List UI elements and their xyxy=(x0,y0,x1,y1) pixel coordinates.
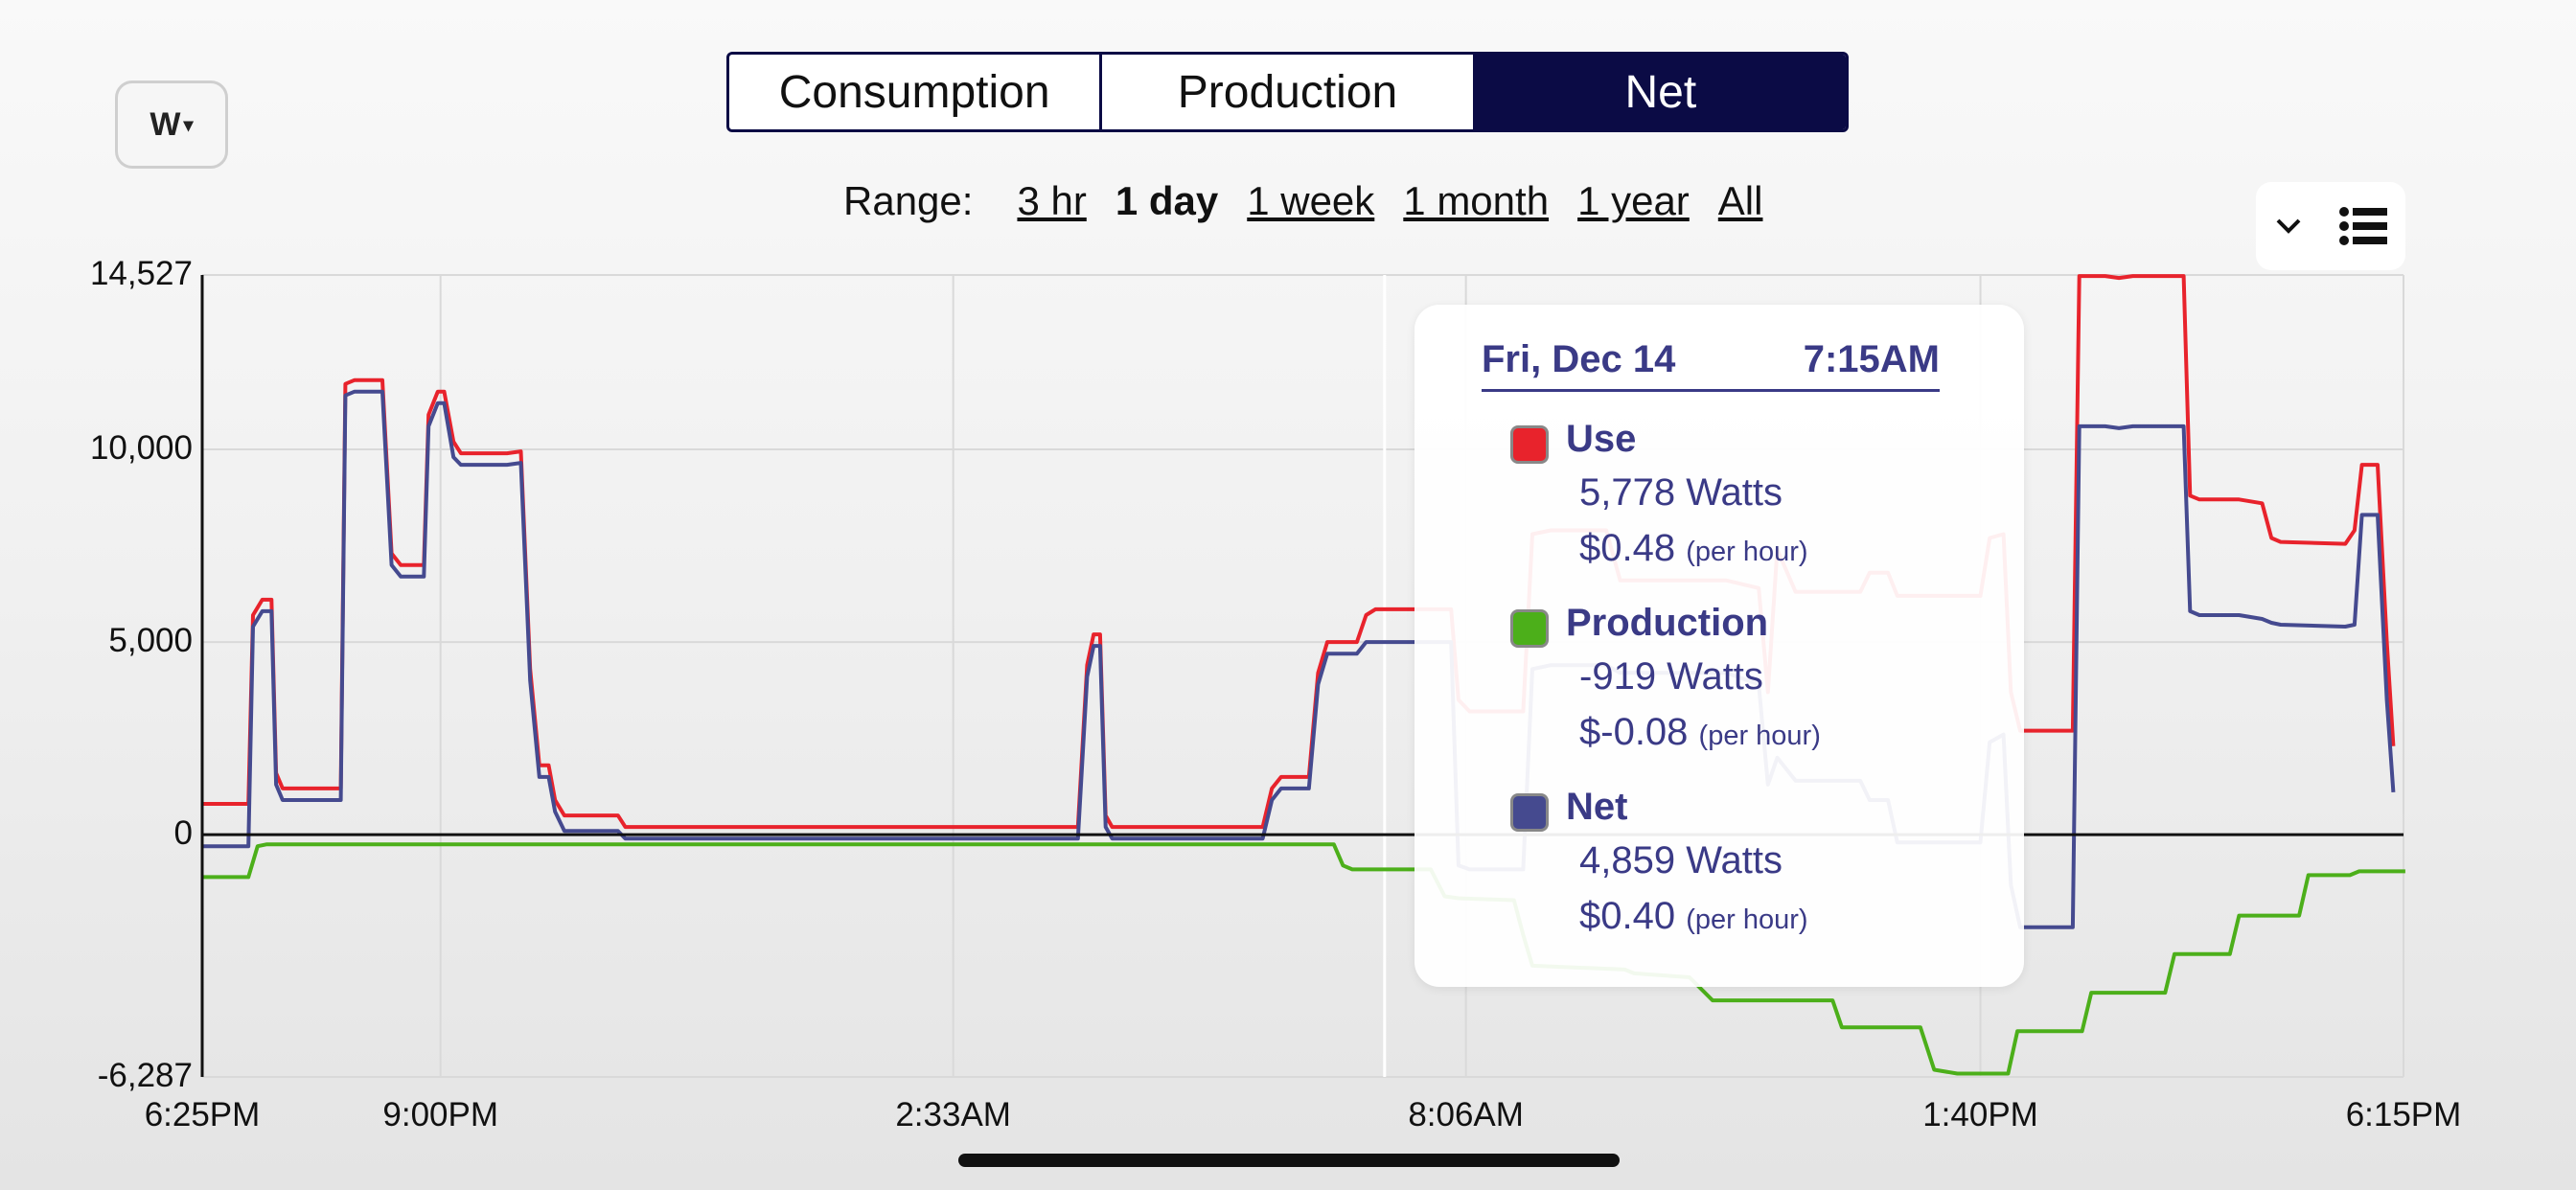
use-color-swatch xyxy=(1510,425,1549,464)
x-tick-label: 6:25PM xyxy=(144,1096,261,1133)
tooltip-header: Fri, Dec 14 7:15AM xyxy=(1482,330,1940,392)
legend-toggle-button[interactable] xyxy=(2256,182,2405,270)
y-tick-label: 0 xyxy=(173,814,193,853)
unit-selector-label: W xyxy=(150,105,181,143)
tab-net[interactable]: Net xyxy=(1472,55,1846,129)
range-option-1month[interactable]: 1 month xyxy=(1403,178,1550,223)
range-label: Range: xyxy=(843,178,974,223)
tooltip-watts: -919 Watts xyxy=(1579,655,1763,698)
tooltip-cost: $0.48 (per hour) xyxy=(1579,527,1808,569)
series-line-use xyxy=(202,274,2396,830)
caret-down-icon: ▾ xyxy=(183,114,194,136)
series-line-production xyxy=(202,842,2405,1076)
tooltip-series-name: Use xyxy=(1566,418,1637,460)
list-icon xyxy=(2339,207,2387,245)
range-option-1year[interactable]: 1 year xyxy=(1577,178,1690,223)
tooltip-watts: 4,859 Watts xyxy=(1579,839,1782,881)
series-line-net xyxy=(202,389,2396,929)
tooltip-cost: $0.40 (per hour) xyxy=(1579,895,1808,937)
home-indicator xyxy=(958,1154,1620,1167)
chart-tooltip: Fri, Dec 14 7:15AM Use 5,778 Watts $0.48… xyxy=(1414,305,2024,987)
tooltip-watts: 5,778 Watts xyxy=(1579,471,1782,514)
tooltip-date: Fri, Dec 14 xyxy=(1482,337,1676,380)
x-tick-label: 6:15PM xyxy=(2345,1096,2462,1133)
x-tick-label: 1:40PM xyxy=(1922,1096,2038,1133)
range-option-all[interactable]: All xyxy=(1717,178,1763,223)
net-color-swatch xyxy=(1510,793,1549,832)
range-option-1week[interactable]: 1 week xyxy=(1247,178,1375,223)
range-option-1day[interactable]: 1 day xyxy=(1115,178,1219,223)
tooltip-time: 7:15AM xyxy=(1803,337,1940,380)
range-selector: Range: 3 hr 1 day 1 week 1 month 1 year … xyxy=(843,172,1791,230)
production-color-swatch xyxy=(1510,609,1549,648)
x-tick-label: 9:00PM xyxy=(382,1096,498,1133)
tooltip-series-name: Net xyxy=(1566,786,1628,828)
tab-consumption[interactable]: Consumption xyxy=(778,66,1050,118)
y-tick-label: 14,527 xyxy=(89,255,193,292)
tooltip-series-name: Production xyxy=(1566,602,1769,644)
chevron-down-icon xyxy=(2276,218,2301,234)
y-tick-label: 10,000 xyxy=(89,429,193,468)
unit-selector-button[interactable]: W ▾ xyxy=(115,80,228,169)
x-tick-label: 2:33AM xyxy=(895,1096,1011,1133)
y-tick-label: -6,287 xyxy=(97,1057,193,1094)
range-option-3hr[interactable]: 3 hr xyxy=(1017,178,1087,223)
x-tick-label: 8:06AM xyxy=(1408,1096,1524,1133)
y-tick-label: 5,000 xyxy=(108,622,193,660)
tooltip-cost: $-0.08 (per hour) xyxy=(1579,711,1821,753)
tab-production[interactable]: Production xyxy=(1099,55,1472,129)
view-segmented-control: Consumption Production Net xyxy=(726,52,1849,132)
